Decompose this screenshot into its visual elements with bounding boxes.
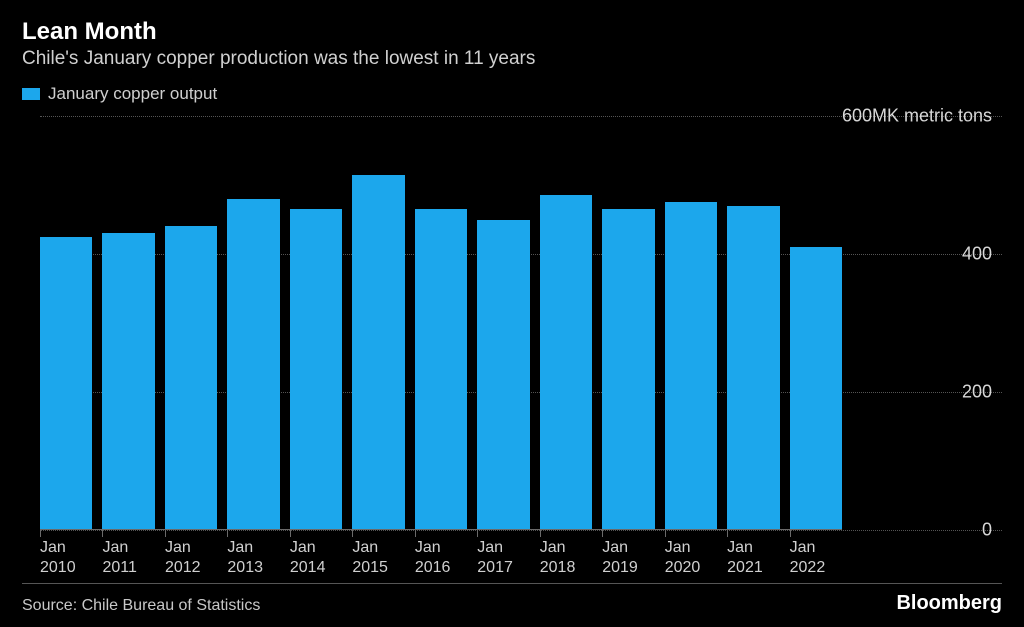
source-text: Source: Chile Bureau of Statistics [22,597,260,615]
legend: January copper output [22,84,1002,104]
x-tick-label: Jan 2014 [290,538,342,578]
x-tick-label: Jan 2010 [40,538,92,578]
x-tick [540,530,541,537]
x-tick-label: Jan 2022 [790,538,842,578]
legend-label: January copper output [48,84,217,104]
x-tick [415,530,416,537]
x-tick-label: Jan 2016 [415,538,467,578]
bar-slot [290,116,342,530]
bar-slot [540,116,592,530]
y-tick-label: 600MK metric tons [842,106,992,127]
x-tick [665,530,666,537]
bar [665,202,717,530]
x-tick [352,530,353,537]
x-tick [227,530,228,537]
legend-swatch [22,88,40,100]
x-tick-label: Jan 2017 [477,538,529,578]
x-tick [165,530,166,537]
bar [165,226,217,530]
y-tick-label: 400 [962,243,992,264]
y-tick-label: 0 [982,520,992,541]
x-tick-label: Jan 2019 [602,538,654,578]
x-tick-label: Jan 2015 [352,538,404,578]
x-axis-labels: Jan 2010Jan 2011 Jan 2012Jan 2013 Jan 2014… [40,538,842,578]
x-tick-label: Jan 2012 [165,538,217,578]
x-tick-label: Jan 2020 [665,538,717,578]
plot-inner [40,116,842,530]
bar-slot [40,116,92,530]
x-tick [290,530,291,537]
bar [227,199,279,530]
x-tick [40,530,41,537]
bar [102,233,154,530]
gridline [40,530,1002,531]
bar-slot [665,116,717,530]
bar-slot [727,116,779,530]
bar [415,209,467,530]
x-tick [102,530,103,537]
bar [40,237,92,530]
bars-container [40,116,842,530]
y-axis-labels: 600MK metric tons4002000 [842,116,992,530]
bar-slot [352,116,404,530]
bar [290,209,342,530]
chart-subtitle: Chile's January copper production was th… [22,48,1002,70]
bar [352,175,404,530]
bar-slot [165,116,217,530]
bar-slot [415,116,467,530]
plot-area: 600MK metric tons4002000 [22,110,1002,530]
y-tick-label: 200 [962,381,992,402]
footer-row: Source: Chile Bureau of Statistics Bloom… [22,583,1002,615]
bar-slot [102,116,154,530]
x-tick [790,530,791,537]
x-tick-label: Jan 2018 [540,538,592,578]
x-tick-label: Jan 2021 [727,538,779,578]
bar [602,209,654,530]
bar-slot [227,116,279,530]
brand-text: Bloomberg [896,592,1002,615]
chart-card: Lean Month Chile's January copper produc… [0,0,1024,627]
bar [540,195,592,530]
bar [477,220,529,531]
bar-slot [602,116,654,530]
bar-slot [477,116,529,530]
chart-title: Lean Month [22,18,1002,46]
bar-slot [790,116,842,530]
bar [727,206,779,530]
x-tick [727,530,728,537]
bar [790,247,842,530]
x-tick-label: Jan 2013 [227,538,279,578]
x-tick [602,530,603,537]
x-tick [477,530,478,537]
x-tick-label: Jan 2011 [102,538,154,578]
x-axis-line [40,529,842,530]
